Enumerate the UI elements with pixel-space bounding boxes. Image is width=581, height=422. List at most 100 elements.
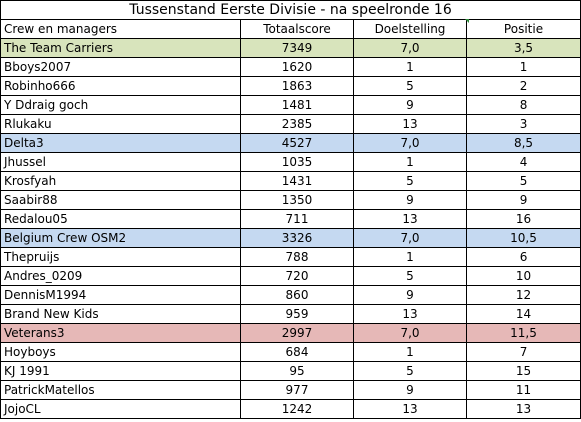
crew-name-cell: JojoCL xyxy=(0,399,241,419)
doelstelling-cell: 13 xyxy=(353,114,467,134)
positie-cell: 3,5 xyxy=(465,38,581,58)
title-row: Tussenstand Eerste Divisie - na speelron… xyxy=(0,0,581,20)
doelstelling-cell: 7,0 xyxy=(353,38,467,58)
positie-cell: 11,5 xyxy=(465,323,581,343)
doelstelling-cell: 7,0 xyxy=(353,133,467,153)
positie-cell: 1 xyxy=(465,57,581,77)
manager-row: KJ 1991 95 5 15 xyxy=(0,361,581,381)
doelstelling-cell: 13 xyxy=(353,209,467,229)
team-row: Belgium Crew OSM2 3326 7,0 10,5 xyxy=(0,228,581,248)
doelstelling-cell: 5 xyxy=(353,171,467,191)
crew-name-cell: The Team Carriers xyxy=(0,38,241,58)
doelstelling-cell: 7,0 xyxy=(353,323,467,343)
positie-cell: 10 xyxy=(465,266,581,286)
totaalscore-cell: 7349 xyxy=(240,38,354,58)
totaalscore-cell: 1035 xyxy=(240,152,354,172)
totaalscore-cell: 2997 xyxy=(240,323,354,343)
totaalscore-cell: 860 xyxy=(240,285,354,305)
doelstelling-cell: 9 xyxy=(353,95,467,115)
manager-row: Jhussel 1035 1 4 xyxy=(0,152,581,172)
crew-name-cell: DennisM1994 xyxy=(0,285,241,305)
positie-cell: 2 xyxy=(465,76,581,96)
crew-name-cell: Bboys2007 xyxy=(0,57,241,77)
manager-row: Andres_0209 720 5 10 xyxy=(0,266,581,286)
doelstelling-cell: 9 xyxy=(353,190,467,210)
header-crew: Crew en managers xyxy=(0,19,241,39)
totaalscore-cell: 95 xyxy=(240,361,354,381)
positie-cell: 9 xyxy=(465,190,581,210)
positie-cell: 11 xyxy=(465,380,581,400)
manager-row: Krosfyah 1431 5 5 xyxy=(0,171,581,191)
crew-name-cell: Thepruijs xyxy=(0,247,241,267)
totaalscore-cell: 977 xyxy=(240,380,354,400)
crew-name-cell: Y Ddraig goch xyxy=(0,95,241,115)
totaalscore-cell: 1481 xyxy=(240,95,354,115)
crew-name-cell: Redalou05 xyxy=(0,209,241,229)
positie-cell: 7 xyxy=(465,342,581,362)
doelstelling-cell: 1 xyxy=(353,152,467,172)
cell-comment-marker xyxy=(465,19,469,23)
crew-name-cell: Hoyboys xyxy=(0,342,241,362)
positie-cell: 13 xyxy=(465,399,581,419)
manager-row: Thepruijs 788 1 6 xyxy=(0,247,581,267)
header-positie: Positie xyxy=(465,19,581,39)
team-row: The Team Carriers 7349 7,0 3,5 xyxy=(0,38,581,58)
header-doelstelling: Doelstelling xyxy=(353,19,467,39)
totaalscore-cell: 711 xyxy=(240,209,354,229)
manager-row: Y Ddraig goch 1481 9 8 xyxy=(0,95,581,115)
manager-row: JojoCL 1242 13 13 xyxy=(0,399,581,419)
crew-name-cell: Delta3 xyxy=(0,133,241,153)
crew-name-cell: Krosfyah xyxy=(0,171,241,191)
manager-row: Rlukaku 2385 13 3 xyxy=(0,114,581,134)
doelstelling-cell: 1 xyxy=(353,247,467,267)
doelstelling-cell: 1 xyxy=(353,57,467,77)
team-row: Veterans3 2997 7,0 11,5 xyxy=(0,323,581,343)
totaalscore-cell: 788 xyxy=(240,247,354,267)
positie-cell: 10,5 xyxy=(465,228,581,248)
standings-body: The Team Carriers 7349 7,0 3,5 Bboys2007 1620… xyxy=(0,38,581,419)
doelstelling-cell: 9 xyxy=(353,285,467,305)
manager-row: Bboys2007 1620 1 1 xyxy=(0,57,581,77)
positie-cell: 14 xyxy=(465,304,581,324)
doelstelling-cell: 9 xyxy=(353,380,467,400)
table-title: Tussenstand Eerste Divisie - na speelron… xyxy=(0,0,581,20)
crew-name-cell: Robinho666 xyxy=(0,76,241,96)
totaalscore-cell: 1350 xyxy=(240,190,354,210)
positie-cell: 8,5 xyxy=(465,133,581,153)
crew-name-cell: PatrickMatellos xyxy=(0,380,241,400)
totaalscore-cell: 959 xyxy=(240,304,354,324)
doelstelling-cell: 5 xyxy=(353,76,467,96)
doelstelling-cell: 5 xyxy=(353,361,467,381)
crew-name-cell: KJ 1991 xyxy=(0,361,241,381)
crew-name-cell: Belgium Crew OSM2 xyxy=(0,228,241,248)
doelstelling-cell: 1 xyxy=(353,342,467,362)
positie-cell: 12 xyxy=(465,285,581,305)
manager-row: Redalou05 711 13 16 xyxy=(0,209,581,229)
positie-cell: 6 xyxy=(465,247,581,267)
crew-name-cell: Andres_0209 xyxy=(0,266,241,286)
manager-row: Robinho666 1863 5 2 xyxy=(0,76,581,96)
header-row: Crew en managers Totaalscore Doelstellin… xyxy=(0,19,581,39)
totaalscore-cell: 2385 xyxy=(240,114,354,134)
manager-row: DennisM1994 860 9 12 xyxy=(0,285,581,305)
positie-cell: 3 xyxy=(465,114,581,134)
doelstelling-cell: 13 xyxy=(353,399,467,419)
manager-row: Hoyboys 684 1 7 xyxy=(0,342,581,362)
crew-name-cell: Jhussel xyxy=(0,152,241,172)
doelstelling-cell: 7,0 xyxy=(353,228,467,248)
totaalscore-cell: 1431 xyxy=(240,171,354,191)
totaalscore-cell: 3326 xyxy=(240,228,354,248)
totaalscore-cell: 1863 xyxy=(240,76,354,96)
positie-cell: 4 xyxy=(465,152,581,172)
crew-name-cell: Rlukaku xyxy=(0,114,241,134)
totaalscore-cell: 4527 xyxy=(240,133,354,153)
manager-row: Saabir88 1350 9 9 xyxy=(0,190,581,210)
positie-cell: 5 xyxy=(465,171,581,191)
positie-cell: 8 xyxy=(465,95,581,115)
totaalscore-cell: 1242 xyxy=(240,399,354,419)
positie-cell: 15 xyxy=(465,361,581,381)
team-row: Delta3 4527 7,0 8,5 xyxy=(0,133,581,153)
crew-name-cell: Brand New Kids xyxy=(0,304,241,324)
